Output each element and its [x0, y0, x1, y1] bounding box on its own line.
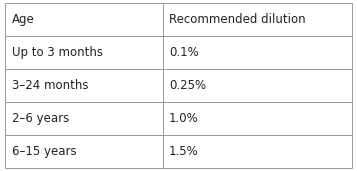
Text: 1.0%: 1.0%	[169, 112, 199, 125]
Bar	[163, 135, 352, 168]
Text: 2–6 years: 2–6 years	[11, 112, 69, 125]
Bar	[163, 36, 352, 69]
Bar	[5, 3, 163, 36]
Text: Up to 3 months: Up to 3 months	[11, 46, 102, 59]
Bar	[5, 69, 163, 102]
Text: Age: Age	[11, 13, 34, 26]
Text: 0.25%: 0.25%	[169, 79, 206, 92]
Bar	[5, 102, 163, 135]
Bar	[5, 36, 163, 69]
Text: 3–24 months: 3–24 months	[11, 79, 88, 92]
Text: 6–15 years: 6–15 years	[11, 145, 76, 158]
Text: 0.1%: 0.1%	[169, 46, 199, 59]
Bar	[163, 3, 352, 36]
Bar	[163, 69, 352, 102]
Text: Recommended dilution: Recommended dilution	[169, 13, 306, 26]
Bar	[163, 102, 352, 135]
Text: 1.5%: 1.5%	[169, 145, 199, 158]
Bar	[5, 135, 163, 168]
